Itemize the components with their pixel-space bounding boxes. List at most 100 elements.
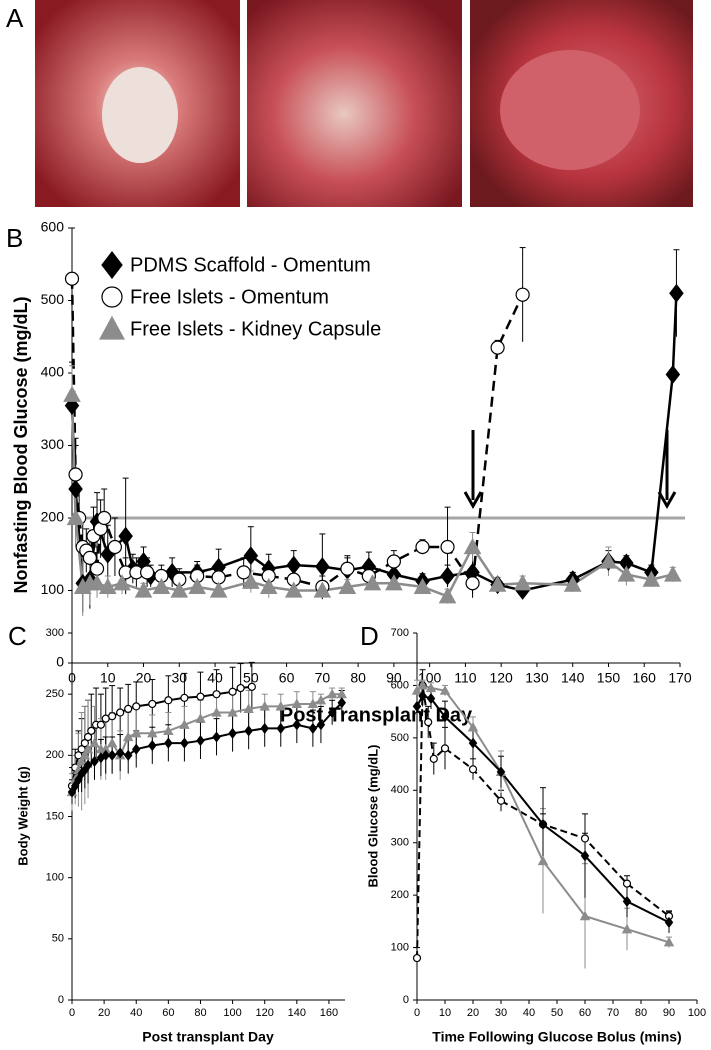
marker bbox=[212, 731, 221, 743]
marker bbox=[196, 692, 205, 701]
marker bbox=[88, 574, 106, 591]
marker bbox=[188, 577, 206, 594]
marker bbox=[617, 565, 636, 582]
marker bbox=[417, 679, 428, 690]
x-tick-label: 10 bbox=[100, 670, 116, 686]
marker bbox=[131, 743, 141, 755]
y-tick-label: 400 bbox=[391, 784, 409, 796]
marker bbox=[515, 287, 530, 302]
x-axis-label: Post transplant Day bbox=[142, 1029, 274, 1045]
marker bbox=[228, 687, 237, 696]
panel-label: B bbox=[6, 223, 23, 253]
marker bbox=[124, 704, 133, 713]
marker bbox=[463, 537, 482, 555]
y-axis-label: Body Weight (g) bbox=[15, 766, 30, 865]
chart: 0 100 200 300 400 500 600 700 0 10 20 30 40 50 60 70 80 9… bbox=[360, 621, 706, 1045]
marker bbox=[307, 698, 319, 709]
marker bbox=[259, 577, 278, 594]
marker bbox=[195, 713, 206, 723]
y-axis-label: Nonfasting Blood Glucose (mg/dL) bbox=[11, 297, 31, 594]
y-tick-label: 300 bbox=[46, 627, 64, 639]
marker bbox=[134, 581, 153, 598]
marker bbox=[580, 834, 590, 843]
marker bbox=[537, 855, 549, 866]
marker bbox=[106, 737, 118, 748]
y-tick-label: 200 bbox=[391, 889, 409, 901]
marker bbox=[425, 682, 437, 693]
marker bbox=[67, 786, 77, 798]
marker bbox=[140, 565, 155, 580]
marker bbox=[123, 749, 133, 761]
y-tick-label: 600 bbox=[391, 679, 409, 691]
marker bbox=[236, 565, 251, 580]
photo bbox=[247, 0, 462, 207]
marker bbox=[132, 702, 141, 711]
x-tick-label: 90 bbox=[663, 1007, 675, 1019]
marker bbox=[538, 818, 548, 830]
marker bbox=[513, 574, 532, 591]
legend-label: Free Islets - Kidney Capsule bbox=[130, 318, 381, 340]
x-tick-label: 20 bbox=[136, 670, 152, 686]
marker bbox=[642, 570, 661, 587]
marker bbox=[563, 575, 582, 592]
x-tick-label: 100 bbox=[688, 1007, 706, 1019]
marker bbox=[440, 566, 455, 586]
marker bbox=[180, 737, 189, 749]
marker bbox=[76, 755, 87, 766]
y-tick-label: 100 bbox=[391, 941, 409, 953]
x-tick-label: 160 bbox=[633, 670, 657, 686]
marker bbox=[579, 910, 591, 921]
marker bbox=[275, 700, 286, 711]
marker bbox=[363, 574, 382, 591]
marker bbox=[286, 555, 301, 575]
marker bbox=[412, 700, 422, 712]
marker bbox=[131, 727, 142, 738]
y-tick-label: 300 bbox=[41, 436, 65, 452]
legend-label: PDMS Scaffold - Omentum bbox=[130, 254, 371, 276]
marker bbox=[327, 706, 337, 719]
y-tick-label: 200 bbox=[41, 509, 65, 525]
marker bbox=[468, 765, 478, 774]
marker bbox=[259, 700, 270, 711]
y-tick-label: 300 bbox=[391, 837, 409, 849]
marker bbox=[107, 749, 117, 761]
x-tick-label: 170 bbox=[668, 670, 692, 686]
marker bbox=[101, 251, 123, 279]
marker bbox=[599, 552, 618, 569]
chart: 0100200300400500600010203040506070809010… bbox=[6, 219, 692, 727]
marker bbox=[63, 385, 81, 402]
marker bbox=[488, 575, 507, 592]
marker bbox=[669, 283, 684, 303]
marker bbox=[247, 682, 256, 691]
x-tick-label: 80 bbox=[635, 1007, 647, 1019]
marker bbox=[622, 895, 632, 907]
marker bbox=[148, 699, 157, 709]
marker bbox=[163, 725, 174, 735]
marker bbox=[291, 698, 303, 709]
x-tick-label: 150 bbox=[597, 670, 621, 686]
marker bbox=[386, 554, 401, 569]
marker bbox=[340, 561, 355, 576]
marker bbox=[64, 271, 80, 286]
marker bbox=[413, 577, 432, 594]
marker bbox=[82, 550, 97, 565]
marker bbox=[83, 732, 93, 742]
marker bbox=[115, 747, 125, 759]
marker bbox=[415, 539, 430, 555]
marker bbox=[468, 737, 478, 749]
x-tick-label: 100 bbox=[223, 1007, 241, 1019]
marker bbox=[122, 731, 134, 742]
x-tick-label: 20 bbox=[467, 1007, 479, 1019]
marker bbox=[152, 577, 171, 594]
y-tick-label: 0 bbox=[56, 654, 64, 670]
marker bbox=[83, 759, 93, 771]
x-tick-label: 90 bbox=[386, 670, 402, 686]
marker bbox=[74, 774, 83, 786]
marker bbox=[89, 737, 100, 748]
marker bbox=[66, 508, 85, 526]
series-line bbox=[416, 684, 670, 944]
marker bbox=[315, 557, 330, 577]
marker bbox=[180, 693, 189, 702]
marker bbox=[338, 577, 357, 594]
